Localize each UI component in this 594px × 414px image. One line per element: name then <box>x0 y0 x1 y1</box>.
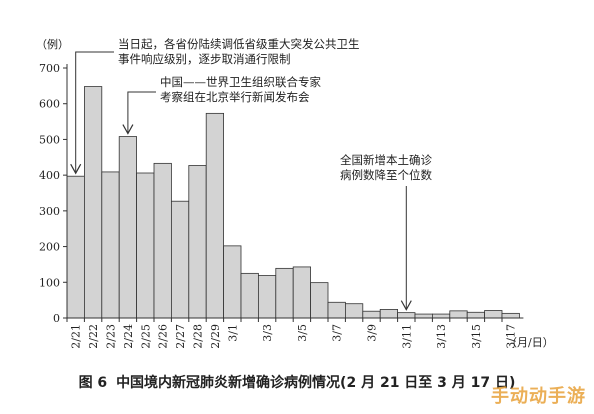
figure-caption: 图 6 中国境内新冠肺炎新增确诊病例情况(2 月 21 日至 3 月 17 日) <box>0 372 594 392</box>
annotation-1-line-2: 事件响应级别，逐步取消通行限制 <box>118 52 291 66</box>
x-tick-label-3-9: 3/9 <box>366 324 379 342</box>
bar-3-3 <box>257 275 277 319</box>
y-axis-unit-label: （例） <box>36 37 69 51</box>
y-tick-label-100: 100 <box>39 276 60 289</box>
y-tick-label-600: 600 <box>39 98 60 111</box>
bar-2-22 <box>84 86 103 319</box>
figure-caption-text: 中国境内新冠肺炎新增确诊病例情况(2 月 21 日至 3 月 17 日) <box>116 375 516 391</box>
bar-2-23 <box>101 171 120 319</box>
x-tick-label-3-7: 3/7 <box>331 324 344 342</box>
annotation-1-arrow-head <box>70 163 82 175</box>
annotation-3-arrow-head <box>400 300 412 311</box>
x-tick-label-3-17: 3/17 <box>505 324 518 349</box>
annotation-3-line-1: 全国新增本土确诊 <box>340 153 432 167</box>
y-tick-label-700: 700 <box>39 62 60 75</box>
x-tick-label-3-3: 3/3 <box>261 324 274 342</box>
y-tick-label-300: 300 <box>39 205 60 218</box>
bar-3-13 <box>431 313 451 319</box>
bar-3-5 <box>292 266 312 319</box>
plot-area: 0 100 200 300 400 500 600 700 2/21 2/22 2/23 2/24 2/… <box>39 37 524 349</box>
figure-number: 图 6 <box>78 375 108 391</box>
bar-2-25 <box>136 172 155 319</box>
x-tick-label-3-11: 3/11 <box>400 324 413 349</box>
y-tick-label-500: 500 <box>39 133 60 146</box>
bar-3-11 <box>397 312 416 319</box>
bar-2-28 <box>188 165 207 319</box>
bar-3-4 <box>275 267 294 319</box>
x-tick-label-2-28: 2/28 <box>192 324 205 349</box>
x-tick-label-3-5: 3/5 <box>296 324 309 342</box>
bar-3-8 <box>344 303 364 319</box>
bar-3-9 <box>362 310 381 319</box>
y-tick-label-200: 200 <box>39 241 60 254</box>
x-tick-label-2-29: 2/29 <box>209 324 222 349</box>
bar-3-2 <box>240 272 259 319</box>
annotation-2-arrow-line <box>127 91 156 133</box>
annotation-1-arrow-line <box>75 51 114 173</box>
bar-3-7 <box>327 301 346 319</box>
y-tick-label-0: 0 <box>53 312 60 325</box>
watermark-logo: 手动动手游 <box>491 386 586 407</box>
bar-3-14 <box>449 310 468 319</box>
bar-3-10 <box>379 309 399 319</box>
bar-2-29 <box>205 112 224 319</box>
x-tick-label-2-23: 2/23 <box>105 324 118 349</box>
annotation-2-line-1: 中国——世界卫生组织联合专家 <box>160 75 321 89</box>
annotation-3-line-2: 病例数降至个位数 <box>340 168 432 182</box>
bar-3-17 <box>501 312 520 319</box>
bar-chart: 0 100 200 300 400 500 600 700 2/21 2/22 2/23 2/24 2/… <box>36 37 554 349</box>
x-axis-unit-label: （月/日） <box>506 336 554 349</box>
bar-3-6 <box>310 282 329 319</box>
x-tick-label-2-27: 2/27 <box>174 324 187 349</box>
bar-3-12 <box>414 313 433 319</box>
bar-3-16 <box>484 310 503 319</box>
x-tick-label-3-15: 3/15 <box>470 324 483 349</box>
y-tick-label-400: 400 <box>39 169 60 182</box>
x-tick-label-2-26: 2/26 <box>157 324 170 349</box>
x-tick-label-3-13: 3/13 <box>435 324 448 349</box>
x-tick-label-3-1: 3/1 <box>226 324 239 342</box>
annotation-1-line-1: 当日起，各省份陆续调低省级重大突发公共卫生 <box>118 37 360 51</box>
x-tick-label-2-25: 2/25 <box>139 324 152 349</box>
bar-3-1 <box>223 245 242 319</box>
bar-2-24 <box>118 136 137 319</box>
annotation-2-line-2: 考察组在北京举行新闻发布会 <box>160 90 310 104</box>
bar-2-27 <box>170 200 190 319</box>
bar-3-15 <box>466 311 486 319</box>
bar-2-21 <box>66 175 85 319</box>
bar-2-26 <box>153 162 172 319</box>
x-tick-label-2-21: 2/21 <box>70 324 83 349</box>
x-tick-label-2-24: 2/24 <box>122 324 135 349</box>
annotation-2-arrow-head <box>122 124 134 135</box>
x-tick-label-2-22: 2/22 <box>87 324 100 349</box>
